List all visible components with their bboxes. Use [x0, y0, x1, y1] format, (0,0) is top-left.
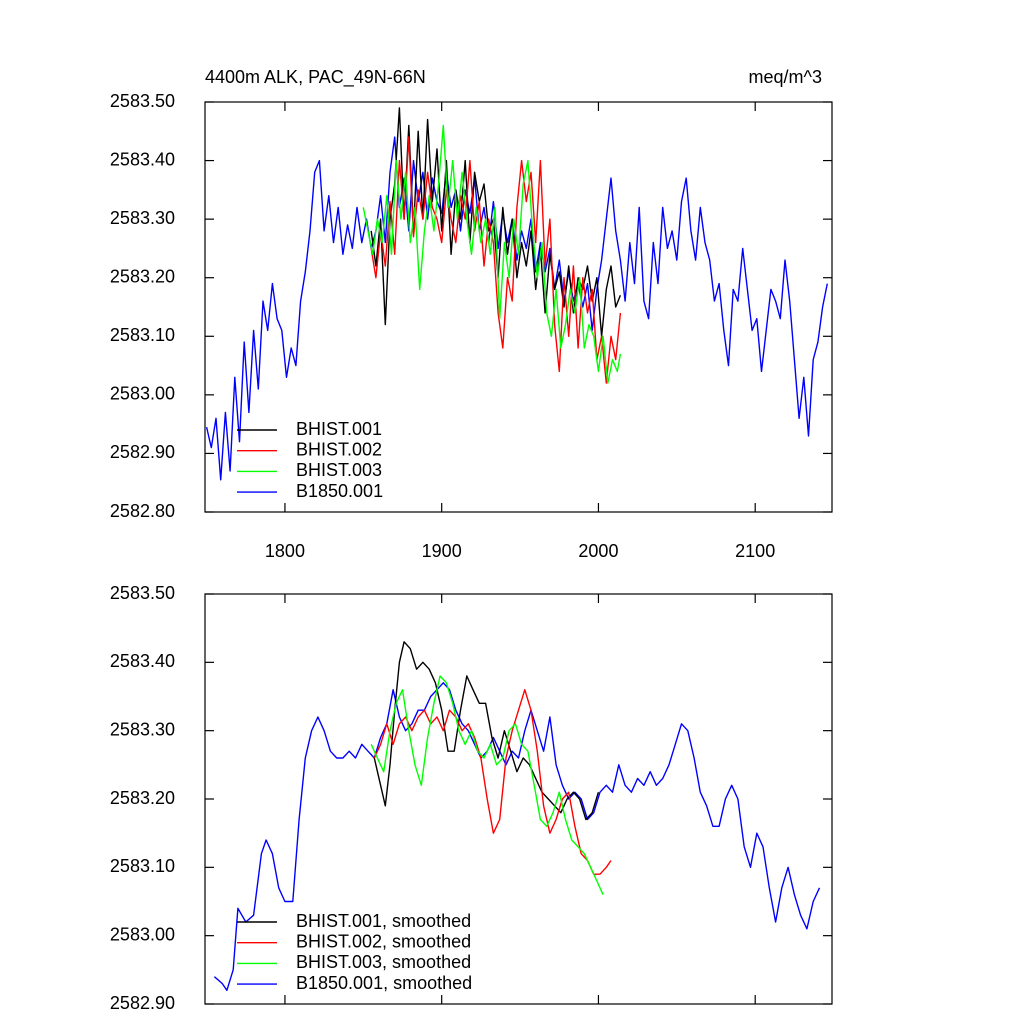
y-tick-label: 2583.50: [110, 91, 175, 111]
y-tick-label: 2582.90: [110, 442, 175, 462]
legend-label: B1850.001: [296, 481, 383, 501]
legend-label: BHIST.003, smoothed: [296, 952, 471, 972]
y-tick-label: 2583.30: [110, 719, 175, 739]
y-tick-label: 2583.30: [110, 208, 175, 228]
legend-label: BHIST.001, smoothed: [296, 911, 471, 931]
y-tick-label: 2583.00: [110, 384, 175, 404]
legend-label: B1850.001, smoothed: [296, 973, 472, 993]
y-tick-label: 2583.20: [110, 788, 175, 808]
y-tick-label: 2583.10: [110, 325, 175, 345]
legend-label: BHIST.002: [296, 439, 382, 459]
y-tick-label: 2583.10: [110, 856, 175, 876]
y-tick-label: 2583.40: [110, 651, 175, 671]
units-label: meq/m^3: [749, 67, 822, 87]
plot-frame: [204, 101, 833, 513]
data-line: [373, 689, 612, 875]
x-tick-label: 2100: [735, 541, 775, 561]
legend-label: BHIST.002, smoothed: [296, 931, 471, 951]
y-tick-label: 2582.80: [110, 501, 175, 521]
chart-title: 4400m ALK, PAC_49N-66N: [205, 67, 426, 88]
y-tick-label: 2583.50: [110, 583, 175, 603]
x-tick-label: 1900: [422, 541, 462, 561]
legend-label: BHIST.001: [296, 419, 382, 439]
data-line: [370, 136, 622, 384]
y-tick-label: 2583.20: [110, 266, 175, 286]
legend-label: BHIST.003: [296, 460, 382, 480]
y-tick-label: 2583.00: [110, 924, 175, 944]
data-line: [370, 675, 604, 895]
x-tick-label: 1800: [265, 541, 305, 561]
data-line: [373, 641, 600, 821]
y-tick-label: 2583.40: [110, 149, 175, 169]
data-line: [213, 682, 821, 991]
y-tick-label: 2582.90: [110, 993, 175, 1013]
data-line: [362, 124, 622, 384]
x-tick-label: 2000: [578, 541, 618, 561]
data-line: [205, 136, 828, 481]
